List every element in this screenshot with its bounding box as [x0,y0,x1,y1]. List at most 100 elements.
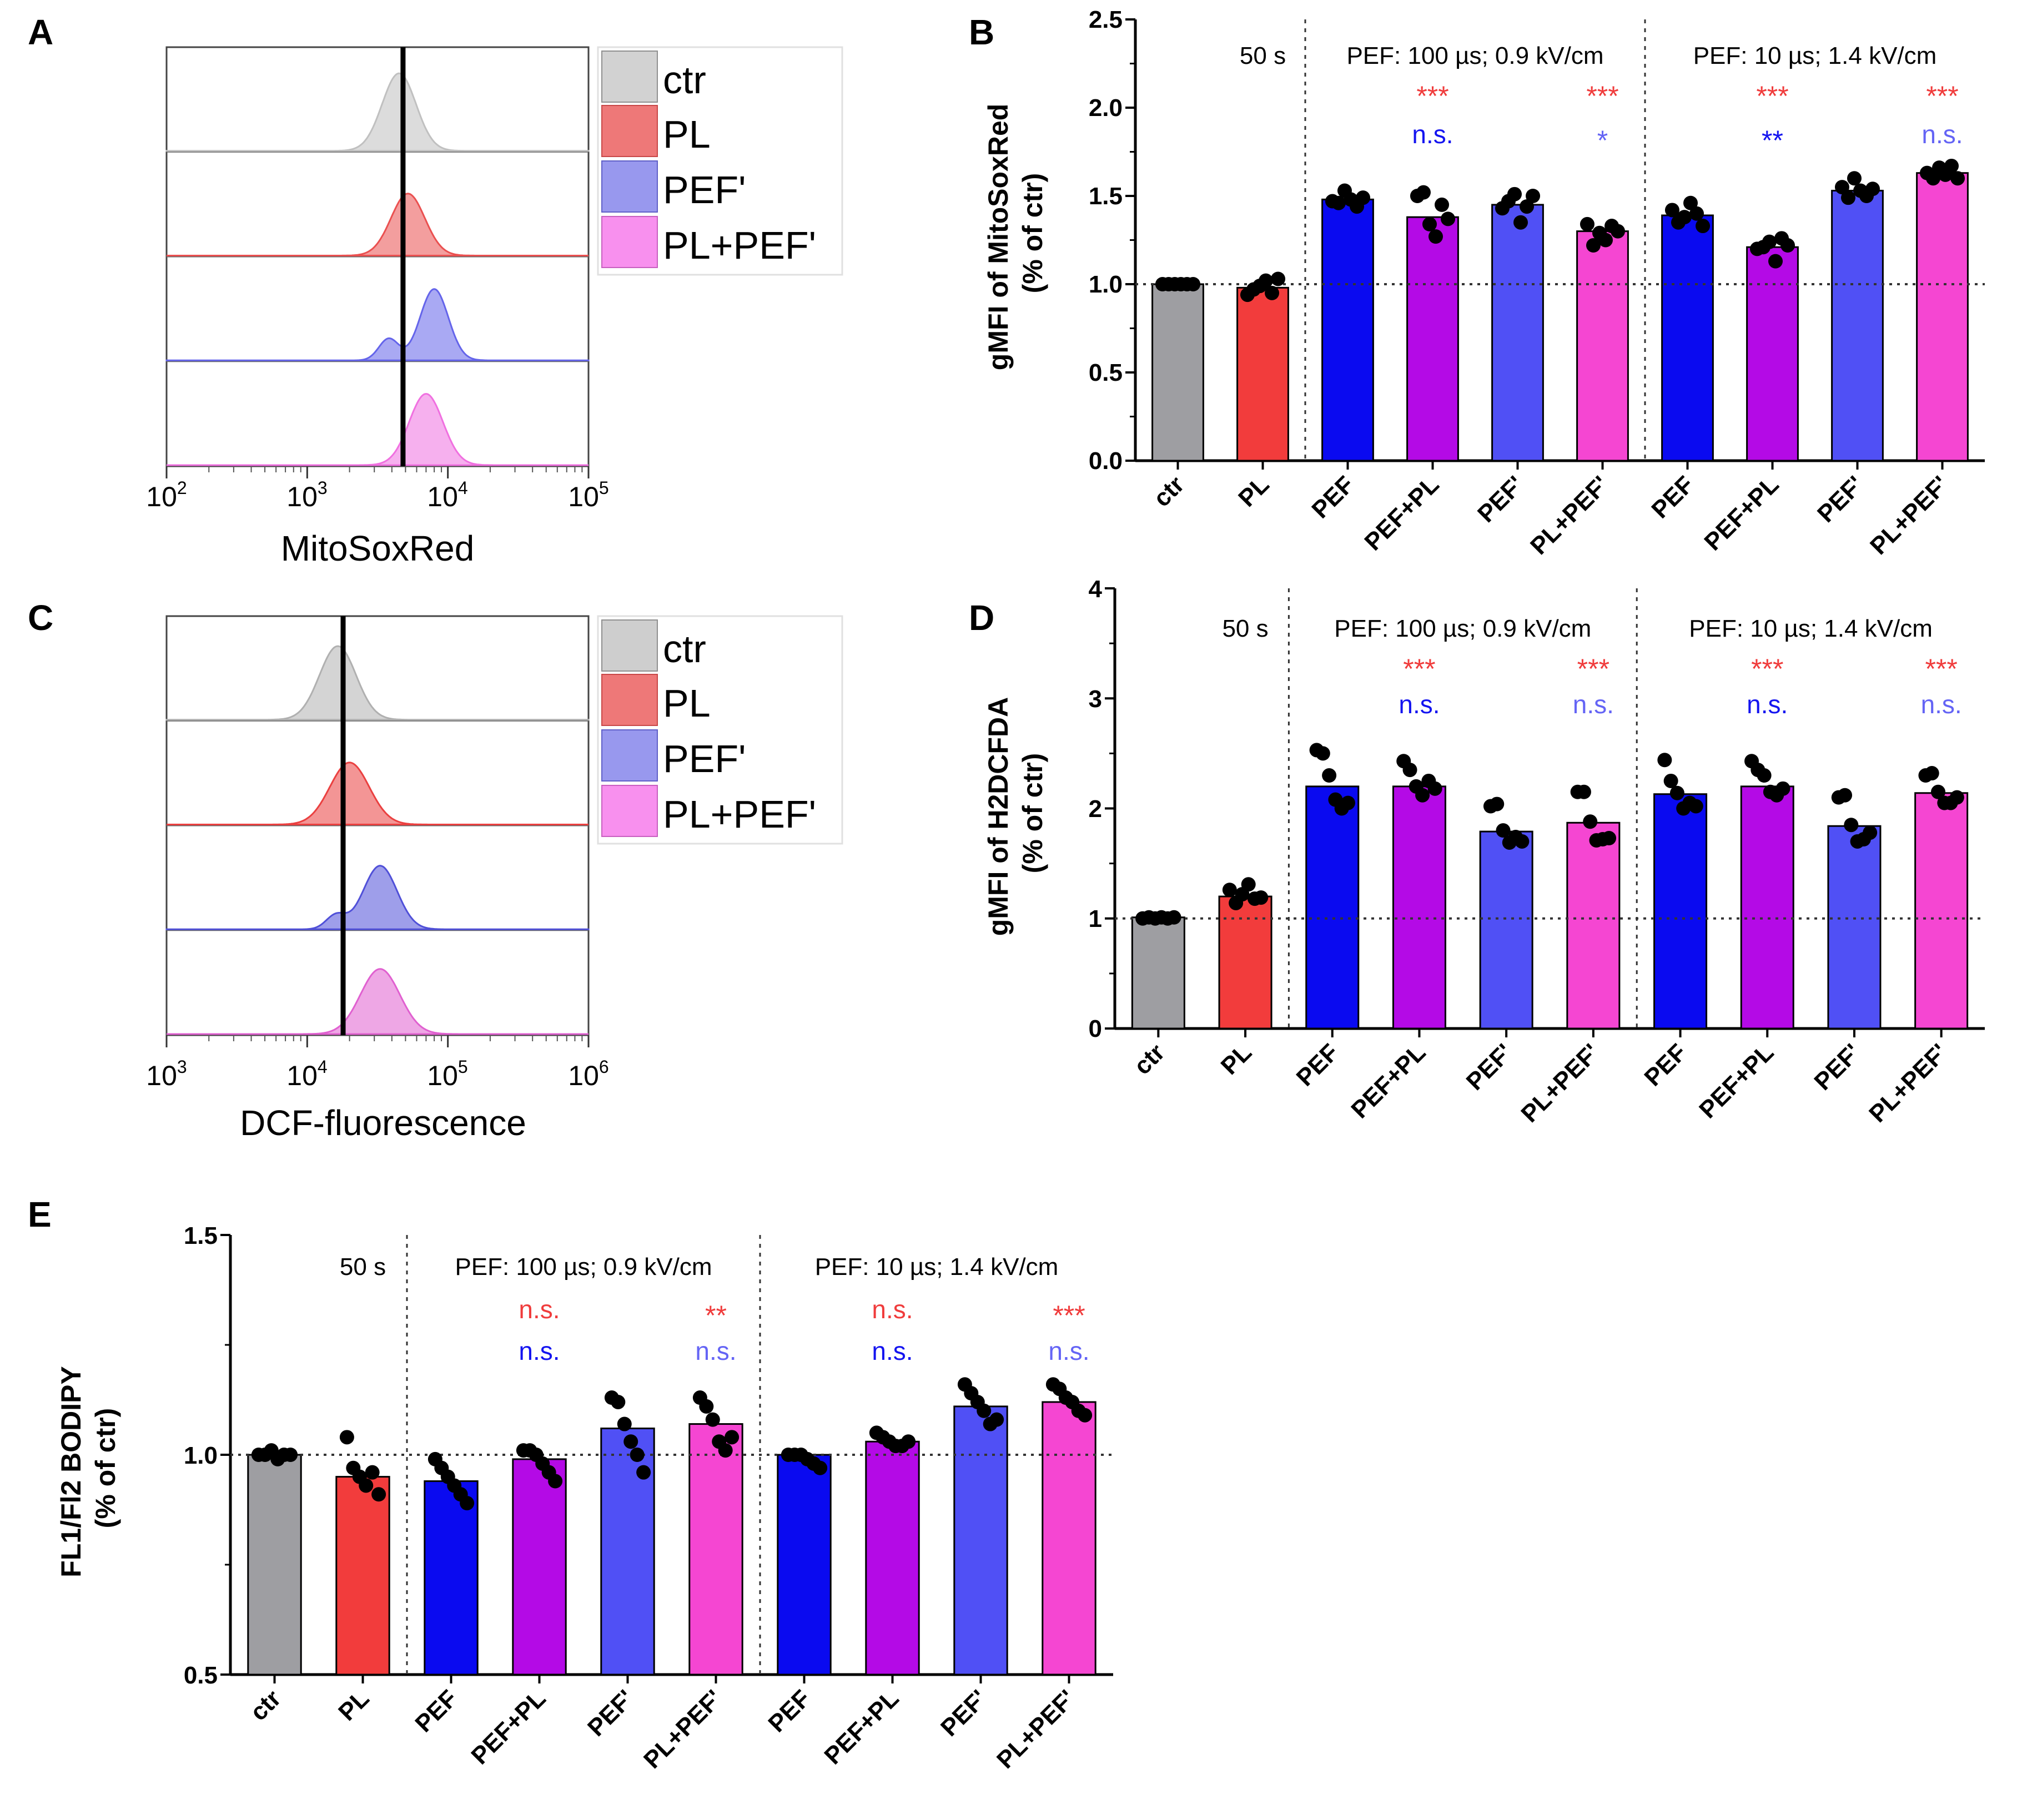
panel-e-ytick-labels: 0.5 1.0 1.5 [184,1222,218,1689]
significance-ns-label: n.s. [872,1295,913,1324]
bar-pef [777,1454,832,1676]
data-point [1683,195,1698,210]
panel-b-ytick-label: 0.0 [1089,447,1123,475]
panel-d-ylabel: gMFI of H2DCFDA (% of ctr) [983,690,1048,936]
data-point [1580,216,1595,231]
data-point [617,1416,632,1431]
bar-pef-plus-pl [1392,785,1446,1030]
panel-e-ylabel: FL1/Fl2 BODIPY (% of ctr) [56,1359,121,1577]
data-point [636,1465,651,1480]
panel-d-ytick-label: 1 [1089,905,1102,932]
histogram-curve-pl [167,193,588,256]
bar-pef-prime [1831,189,1884,462]
panel-c-xtick-labels: 103 104 105 106 [146,1057,608,1091]
significance-stars-label: *** [1586,80,1618,112]
significance-stars-label: *** [1416,80,1448,112]
data-point [1271,271,1286,286]
data-point [1768,254,1783,269]
legend-swatch-pef-prime [601,160,658,213]
significance-stars-label: *** [1751,653,1783,684]
panel-b-ytick-label: 0.5 [1089,359,1123,386]
panel-c-xtick-label: 103 [146,1057,187,1091]
panel-letter-a: A [28,12,53,52]
bar-pl-plus-pef-prime [1914,792,1969,1030]
data-point [1780,238,1795,253]
data-point [1696,219,1711,234]
bar-pl [1236,286,1289,462]
bar-pl-plus-pef-prime [1576,230,1629,462]
data-point [1356,190,1371,205]
legend-label-pef-prime: PEF' [663,168,746,211]
panel-e-ytick-label: 0.5 [184,1662,218,1689]
data-point [1496,823,1511,838]
data-point [1429,229,1443,244]
data-point [1757,768,1772,783]
panel-b-ylabel-line1: gMFI of MitoSoxRed [983,104,1014,371]
bar-pef-prime [1491,204,1544,462]
data-point [1840,190,1855,205]
legend-label-ctr: ctr [663,58,706,102]
data-point [813,1460,828,1475]
panel-a-xtick-label: 104 [427,478,467,512]
section-label-pef-100-s-0-9-kv-cm: PEF: 100 µs; 0.9 kV/cm [1334,615,1591,642]
data-point [1863,825,1878,840]
data-point [1222,883,1237,898]
data-point [611,1394,626,1409]
significance-ns-label: n.s. [872,1337,913,1365]
significance-stars-label: *** [1053,1300,1085,1331]
data-point [1611,224,1626,239]
data-point [1688,799,1703,814]
panel-a-xtick-label: 103 [286,478,327,512]
data-point [1265,285,1280,300]
bar-pef [1305,785,1360,1030]
bar-pef-prime [600,1427,655,1676]
bar-pl-plus-pef-prime [1042,1401,1096,1676]
data-point [989,1412,1004,1427]
data-point [1762,234,1777,249]
panel-d-ytick-labels: 0 1 2 3 4 [1089,576,1103,1042]
panel-b-ylabel-line2: (% of ctr) [1017,173,1048,294]
significance-stars-label: *** [1403,653,1435,684]
histogram-curve-pl [167,762,588,825]
data-point [901,1434,916,1449]
significance-stars-label: *** [1925,653,1957,684]
legend-swatch-ctr [601,619,658,672]
bar-pef-plus-pl [1746,246,1799,462]
data-point [1331,195,1346,210]
histogram-curve-pef-prime [165,288,590,361]
legend-label-pl: PL [663,113,711,156]
data-point [1241,877,1256,892]
data-point [977,1403,992,1418]
panel-c-xtick-label: 104 [286,1057,327,1091]
histogram-curve-pl-plus-pef-prime [167,968,588,1035]
section-label-pef-10-s-1-4-kv-cm: PEF: 10 µs; 1.4 kV/cm [1689,615,1933,642]
data-point [1427,781,1442,796]
bar-pl [1218,895,1272,1030]
data-point [1166,910,1181,925]
significance-ns-label: n.s. [1412,120,1453,149]
data-point [699,1399,714,1414]
data-point [1949,790,1964,805]
panel-b-ytick-label: 2.0 [1089,94,1123,122]
significance-stars-label: *** [1756,80,1788,112]
legend-swatch-pef-prime [601,729,658,782]
panel-b-ylabel: gMFI of MitoSoxRed (% of ctr) [983,96,1048,370]
panel-c-legend: ctr PL PEF' PL+PEF' [597,615,843,845]
data-point [1435,197,1450,212]
panel-a-xtick-label: 105 [568,478,608,512]
panel-a-histogram [165,46,590,478]
section-label-pef-100-s-0-9-kv-cm: PEF: 100 µs; 0.9 kV/cm [455,1253,712,1280]
data-point [1507,186,1522,201]
panel-letter-d: D [969,598,994,638]
panel-a-xtick-labels: 102 103 104 105 [146,478,608,512]
legend-swatch-pl [601,105,658,157]
significance-ns-label: n.s. [695,1337,736,1365]
section-label-pef-10-s-1-4-kv-cm: PEF: 10 µs; 1.4 kV/cm [815,1253,1059,1280]
significance-ns-label: n.s. [1747,690,1788,719]
data-point [718,1443,733,1458]
panel-c-xlabel: DCF-fluorescence [240,1103,526,1143]
bar-pef-plus-pl [865,1440,920,1676]
data-point [1663,773,1678,788]
bar-pef [424,1480,479,1676]
data-point [1924,766,1939,781]
